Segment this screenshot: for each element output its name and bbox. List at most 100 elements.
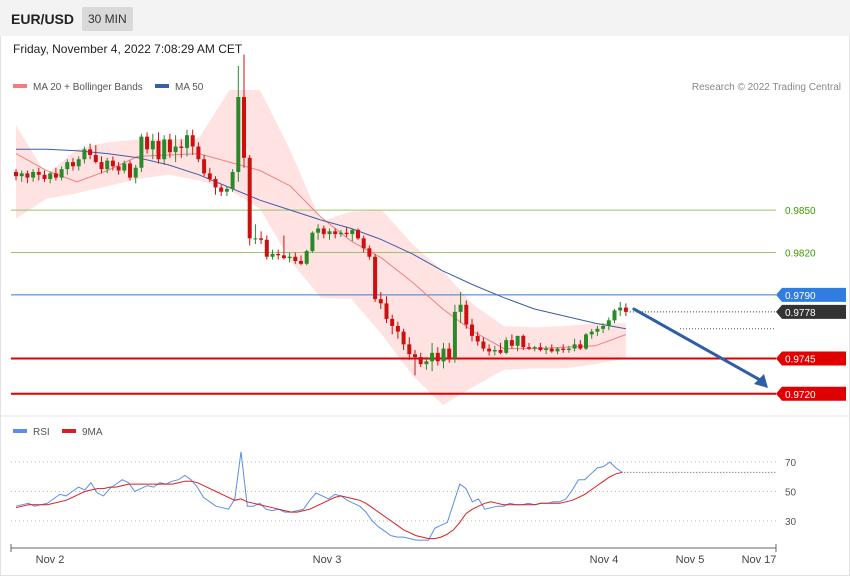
projection-arrow-head <box>754 373 768 388</box>
candle-body <box>42 174 47 180</box>
candle-body <box>390 318 395 326</box>
candle-body <box>162 139 167 160</box>
rsi-tick-label: 50 <box>785 488 797 499</box>
candle-body <box>464 304 469 325</box>
candle-body <box>470 324 474 336</box>
timestamp: Friday, November 4, 2022 7:08:29 AM CET <box>13 42 243 56</box>
level-label-0.9850: 0.9850 <box>785 206 816 217</box>
x-tick-label: Nov 5 <box>676 554 705 566</box>
candle-body <box>270 253 275 257</box>
x-tick-label: Nov 17 <box>742 554 777 566</box>
ma20-legend-swatch <box>13 84 27 88</box>
candle-body <box>93 155 98 163</box>
candle-body <box>128 163 132 178</box>
rsi-plot: 70 50 30 <box>11 451 797 541</box>
candle-body <box>452 311 457 359</box>
candle-body <box>264 239 269 257</box>
candle-body <box>122 163 127 171</box>
candle-body <box>515 335 520 346</box>
header-bar: EUR/USD 30 MIN <box>0 0 850 36</box>
candle-body <box>110 160 115 167</box>
candle-body <box>88 149 93 155</box>
candle-body <box>561 348 566 350</box>
rsi-legend-swatch <box>13 429 27 433</box>
rsi-line <box>15 451 623 541</box>
timeframe-badge[interactable]: 30 MIN <box>82 7 133 31</box>
candle-body <box>316 228 321 233</box>
candle-body <box>150 140 155 150</box>
candle-body <box>65 162 70 170</box>
candle-body <box>401 331 406 345</box>
copyright-text: Research © 2022 Trading Central <box>692 82 841 93</box>
level-tag-0.9720 <box>776 386 846 401</box>
candle-body <box>350 229 355 235</box>
candle-body <box>99 162 104 170</box>
candle-body <box>76 159 81 167</box>
candle-body <box>527 347 531 349</box>
candle-body <box>618 307 623 311</box>
candle-body <box>424 361 429 365</box>
candle-body <box>589 331 594 335</box>
candle-body <box>606 320 611 326</box>
candle-body <box>196 146 201 160</box>
instrument-title: EUR/USD <box>11 11 75 27</box>
candle-body <box>338 232 343 235</box>
candle-body <box>224 188 229 192</box>
x-tick-label: Nov 3 <box>313 554 342 566</box>
ma50-legend-swatch <box>155 84 169 88</box>
candle-body <box>190 135 195 147</box>
candle-body <box>623 307 628 312</box>
candle-body <box>213 179 218 188</box>
ma20-line <box>15 153 627 350</box>
candle-body <box>532 347 537 349</box>
rsi-legend-label: RSI <box>33 427 50 438</box>
rsi-ma9-line <box>15 471 623 540</box>
candle-body <box>435 352 440 362</box>
ma9-legend-swatch <box>62 429 76 433</box>
candle-body <box>179 146 184 148</box>
candle-body <box>145 136 150 150</box>
ma20-legend-label: MA 20 + Bollinger Bands <box>33 82 143 93</box>
candle-body <box>25 173 30 178</box>
candle-body <box>71 162 75 167</box>
candle-body <box>492 350 497 352</box>
candle-body <box>293 256 298 261</box>
candle-body <box>82 149 87 160</box>
candle-body <box>544 348 549 350</box>
candle-body <box>344 232 349 235</box>
candle-body <box>578 344 583 349</box>
level-tag-0.9790 <box>776 287 846 302</box>
candle-body <box>538 347 543 350</box>
candle-body <box>521 335 526 348</box>
candle-body <box>367 248 372 257</box>
candle-body <box>287 256 292 259</box>
candle-body <box>156 140 161 160</box>
candle-body <box>276 253 281 256</box>
candle-body <box>207 173 212 180</box>
candle-body <box>378 299 383 304</box>
candle-body <box>384 303 389 319</box>
candle-body <box>458 304 463 312</box>
candle-body <box>356 229 360 239</box>
ma50-legend-label: MA 50 <box>175 82 204 93</box>
time-axis: Nov 2 Nov 3 Nov 4 Nov 5 Nov 17 <box>10 544 777 566</box>
candle-body <box>447 348 452 359</box>
candle-body <box>281 255 286 259</box>
candle-body <box>361 238 366 249</box>
candle-body <box>373 256 378 300</box>
candle-body <box>219 187 224 192</box>
candle-body <box>441 348 446 362</box>
candle-body <box>612 310 617 321</box>
candle-body <box>242 97 246 158</box>
candle-body <box>498 350 503 353</box>
candle-body <box>139 136 144 168</box>
ma9-legend-label: 9MA <box>82 427 103 438</box>
candle-body <box>31 171 36 178</box>
level-label-0.9745: 0.9745 <box>785 354 816 365</box>
level-tag-0.9778 <box>776 304 846 319</box>
rsi-tick-label: 70 <box>785 458 797 469</box>
level-tag-0.9745 <box>776 351 846 366</box>
candle-body <box>133 167 138 178</box>
candle-body <box>185 135 189 148</box>
